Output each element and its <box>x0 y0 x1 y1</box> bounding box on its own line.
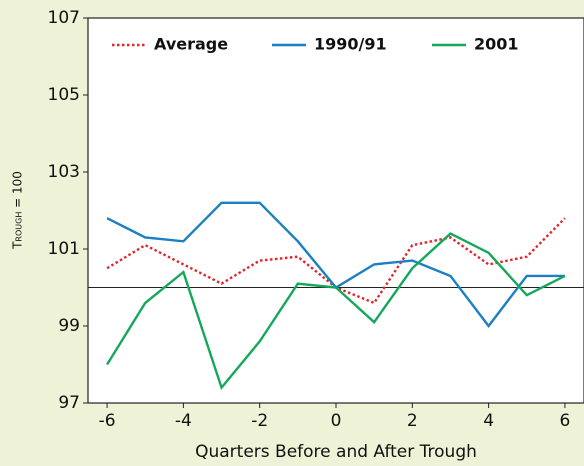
x-tick-label: 0 <box>331 411 342 431</box>
x-tick-label: 2 <box>407 411 418 431</box>
y-tick-label: 107 <box>48 8 80 28</box>
y-tick-label: 97 <box>58 393 80 413</box>
x-tick-label: -4 <box>175 411 192 431</box>
y-axis-label: Trough = 100 <box>11 171 25 250</box>
y-tick-label: 101 <box>48 239 80 259</box>
x-tick-label: -6 <box>99 411 116 431</box>
x-tick-label: -2 <box>251 411 268 431</box>
legend-label: Average <box>154 35 228 54</box>
y-tick-label: 105 <box>48 85 80 105</box>
x-tick-label: 6 <box>560 411 571 431</box>
y-tick-label: 103 <box>48 162 80 182</box>
x-axis-label: Quarters Before and After Trough <box>195 442 477 462</box>
plot-area <box>87 17 584 404</box>
legend-label: 1990/91 <box>314 35 387 54</box>
y-tick-label: 99 <box>58 316 80 336</box>
series-line <box>106 232 566 391</box>
legend-label: 2001 <box>474 35 519 54</box>
x-tick-label: 4 <box>483 411 494 431</box>
